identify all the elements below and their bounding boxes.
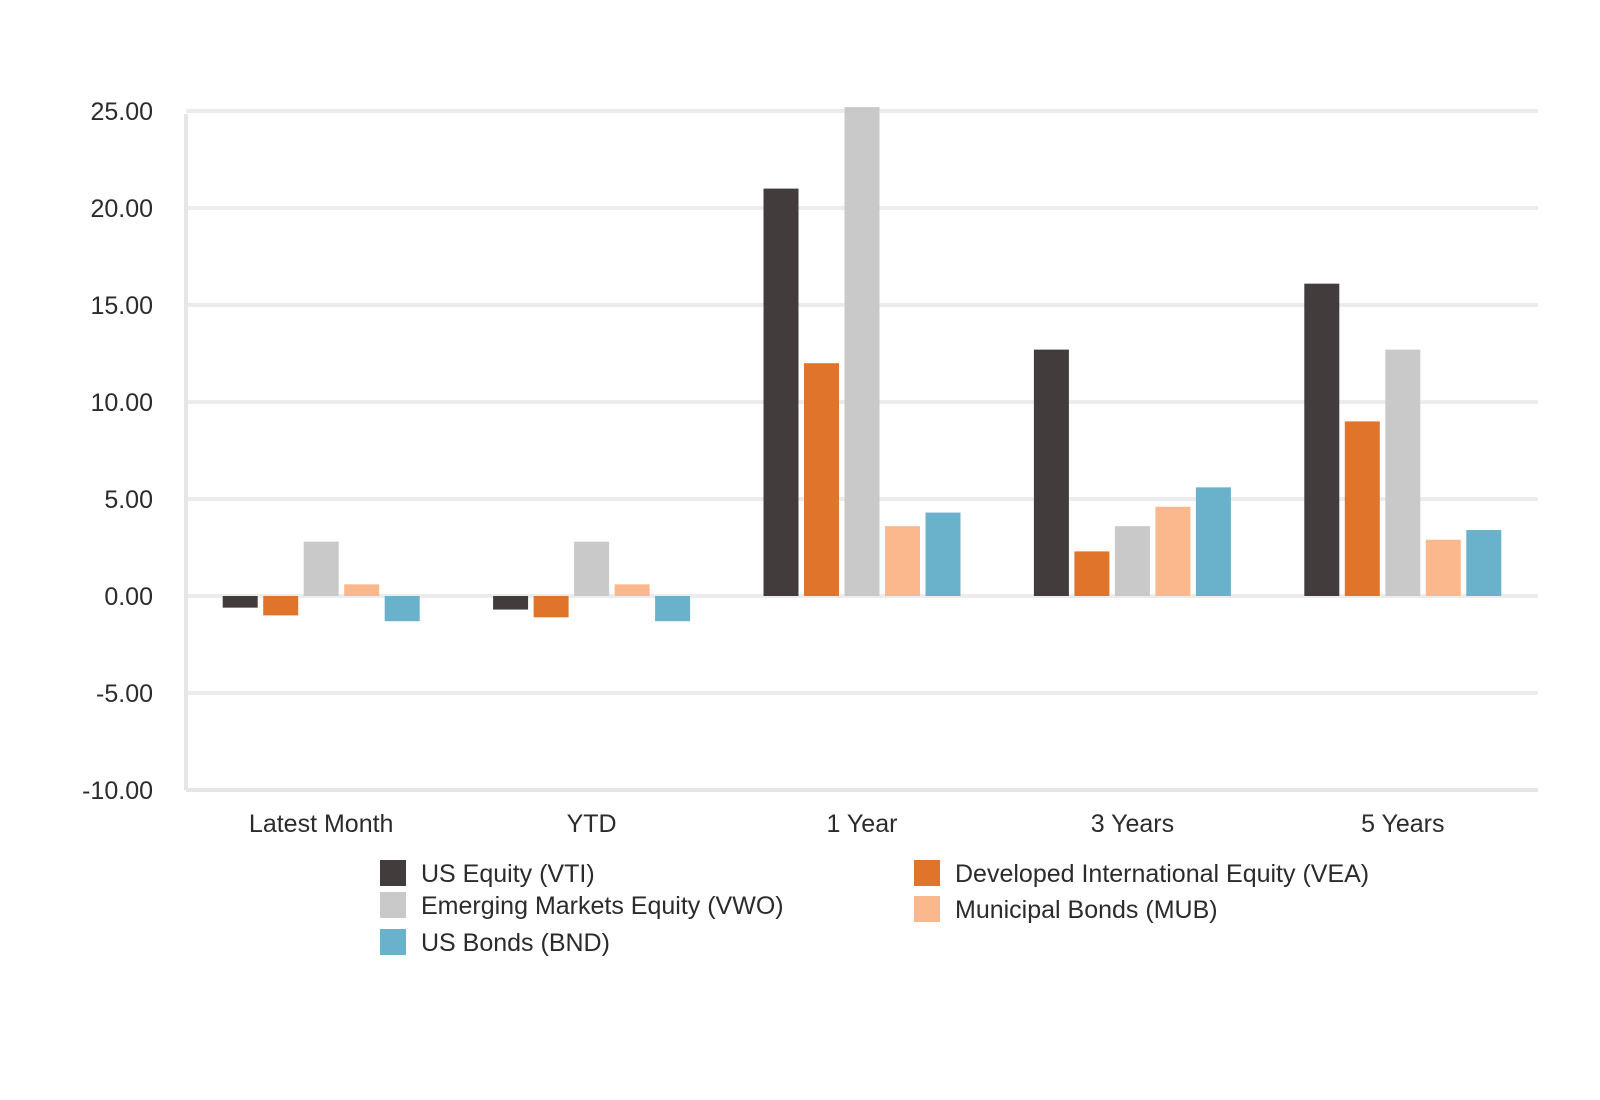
y-tick-label: 0.00 [104,583,153,611]
bar [655,596,691,622]
bar [263,596,299,616]
legend-label: Emerging Markets Equity (VWO) [421,892,784,920]
legend-swatch [380,892,406,918]
bar [384,596,420,622]
y-tick-label: 10.00 [90,389,153,417]
bar [1466,530,1502,596]
x-tick-label: 5 Years [1361,810,1444,838]
legend-swatch [914,860,940,886]
y-tick-label: -10.00 [82,777,153,805]
legend-swatch [380,929,406,955]
y-tick-label: -5.00 [96,680,153,708]
bar [763,188,799,596]
x-tick-label: 1 Year [827,810,898,838]
bar [303,541,339,596]
bar [1344,421,1380,596]
legend-swatch [914,896,940,922]
bar [1195,487,1231,596]
bar [1304,283,1340,596]
bar [1033,349,1069,596]
bar [574,541,610,596]
bar [614,584,650,596]
legend-swatch [380,860,406,886]
legend-label: US Bonds (BND) [421,929,610,957]
bar [1074,551,1110,596]
legend: US Equity (VTI) Developed International E… [380,860,1369,957]
y-tick-label: 15.00 [90,292,153,320]
legend-label: Developed International Equity (VEA) [955,860,1369,888]
x-tick-label: Latest Month [249,810,394,838]
bar [804,363,839,596]
bar [844,107,880,597]
x-tick-label: 3 Years [1091,810,1174,838]
axes [184,114,1538,792]
bar [1385,349,1421,596]
legend-label: US Equity (VTI) [421,860,595,888]
bar [1425,539,1461,596]
legend-label: Municipal Bonds (MUB) [955,896,1218,924]
y-tick-label: 5.00 [104,486,153,514]
x-tick-labels: Latest Month YTD 1 Year 3 Years 5 Years [249,810,1445,838]
y-tick-label: 25.00 [90,98,153,126]
x-tick-label: YTD [567,810,617,838]
bar [885,526,920,596]
bar [1114,526,1150,596]
y-tick-labels: 25.00 20.00 15.00 10.00 5.00 0.00 -5.00 -10.00 [82,98,153,805]
y-tick-label: 20.00 [90,195,153,223]
bar [533,596,569,618]
bar [493,596,529,610]
bar [925,512,961,596]
bars [222,107,1502,622]
bar [222,596,258,608]
bar [1155,506,1191,596]
bar [344,584,380,596]
